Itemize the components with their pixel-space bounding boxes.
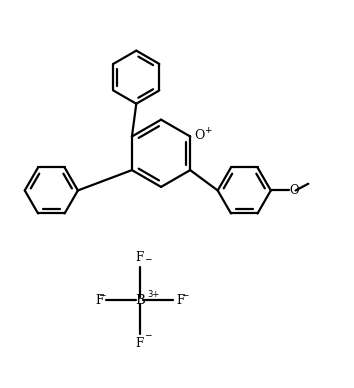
Text: F: F	[136, 251, 144, 264]
Text: −: −	[98, 290, 105, 299]
Text: 3+: 3+	[147, 290, 159, 299]
Text: −: −	[144, 330, 152, 339]
Text: B: B	[135, 294, 145, 307]
Text: −: −	[181, 290, 189, 299]
Text: F: F	[176, 294, 184, 307]
Text: +: +	[204, 126, 211, 135]
Text: O: O	[194, 128, 205, 142]
Text: F: F	[136, 337, 144, 350]
Text: −: −	[144, 254, 152, 263]
Text: F: F	[95, 294, 103, 307]
Text: O: O	[289, 184, 299, 197]
